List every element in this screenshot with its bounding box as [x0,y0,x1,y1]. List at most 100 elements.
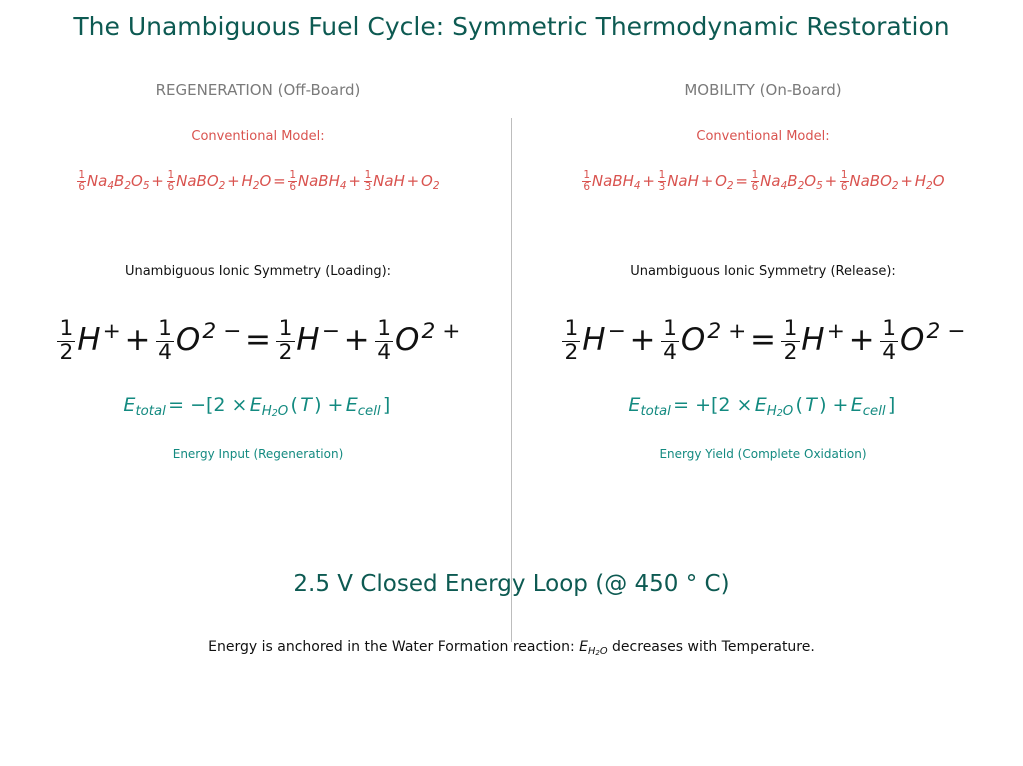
superscript: 2 − [926,318,966,344]
subscript: total [640,403,671,419]
symbol: E [850,394,863,416]
operator: = +[2 × [673,394,753,416]
symbol: NaBH [591,172,634,191]
energy-equation: Etotal = −[2 × EH2O(T) + Ecell] [0,394,516,419]
subscript: 4 [339,180,347,193]
symbol: H [582,321,606,358]
symbol: E [249,394,262,416]
operator: + [629,321,656,358]
denominator: 6 [583,181,591,194]
denominator: 6 [751,181,759,194]
symbol: NaBO [849,172,892,191]
energy-caption: Energy Input (Regeneration) [172,447,344,461]
conventional-label: Conventional Model: [696,129,830,144]
symbol: E [579,639,589,655]
subscript: O [782,403,794,419]
superscript: 2 + [707,318,747,344]
subscript: 4 [780,180,788,193]
symbol: E [345,394,358,416]
conventional-equation: 1 6 NaBH4 +1 3 NaH + O2 = 1 6 Na4B2O5 +1 6 NaBO2 + H2O [511,169,1015,194]
numerator: 1 [839,169,849,183]
operator: + [824,172,838,191]
subscript: 2 [271,408,278,420]
operator: ) + [314,394,344,416]
operator: + [151,172,164,191]
symbol: B [114,172,125,191]
symbol: O [804,172,817,191]
superscript: + [102,318,121,344]
operator: ( [795,394,803,416]
conventional-equation: 1 6 Na4B2O5 +1 6 NaBO2 + H2O = 1 6 NaBH4 +1 3 NaH + O2 [0,169,516,194]
operator: + [227,172,240,191]
symbol: E [754,394,767,416]
denominator: 6 [840,181,848,194]
ionic-equation: 1 2 H+ +1 4 O2 − = 1 2 H− +1 4 O2 + [0,317,516,365]
symbol: E [123,394,136,416]
subscript: 2 [926,180,933,193]
numerator: 1 [57,317,76,342]
symbol: T [805,394,817,416]
operator: + [642,172,655,191]
denominator: 4 [158,339,172,365]
symbol: O [932,172,945,191]
superscript: 2 − [202,318,242,344]
operator: = [245,321,271,358]
symbol: NaBO [176,172,219,191]
superscript: + [826,318,845,344]
operator: + [348,172,361,191]
symbol: H [296,321,320,358]
subscript: 2 [432,180,440,193]
symbol: O [394,321,420,358]
subscript: 2 [891,180,899,193]
denominator: 2 [59,339,74,365]
subscript: 2 [252,180,260,193]
symbol: O [680,321,706,358]
denominator: 2 [278,339,293,365]
denominator: 3 [658,181,666,194]
subscript: 2 [726,180,734,193]
symbol: H [914,172,927,191]
numerator: 1 [276,317,295,342]
subscript: H [588,645,596,657]
denominator: 4 [377,339,392,365]
numerator: 1 [363,169,373,183]
denominator: 4 [663,339,677,365]
denominator: 4 [882,339,897,365]
symbol: Na [86,172,108,191]
symbol: B [787,172,798,191]
symbol: O [421,172,433,191]
denominator: 6 [289,181,296,194]
subscript: 2 [595,648,600,657]
numerator: 1 [582,169,592,183]
title: The Unambiguous Fuel Cycle: Symmetric Th… [73,12,950,41]
superscript: − [607,318,626,344]
symbol: Na [760,172,781,191]
subscript: O [277,403,289,419]
denominator: 3 [364,181,372,194]
ionic-label: Unambiguous Ionic Symmetry (Loading): [124,264,392,279]
superscript: 2 + [421,318,461,344]
subscript: H [766,403,777,419]
text: Energy is anchored in the Water Formatio… [208,639,580,655]
denominator: 6 [78,181,86,194]
subscript: 5 [816,180,823,193]
symbol: O [899,321,925,358]
operator: ] [887,394,896,416]
numerator: 1 [166,169,176,183]
subscript: O [599,645,608,657]
operator: + [848,321,875,358]
numerator: 1 [288,169,298,183]
numerator: 1 [750,169,760,183]
symbol: O [259,172,272,191]
